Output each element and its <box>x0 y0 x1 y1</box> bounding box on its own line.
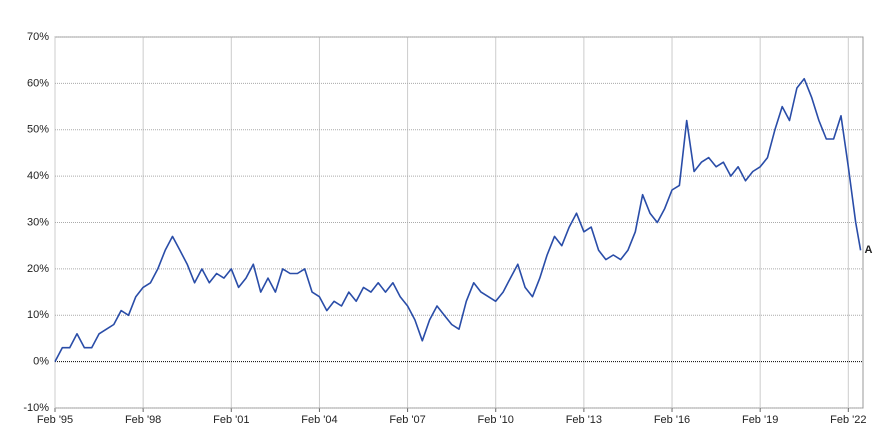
y-tick-label: 40% <box>27 170 49 182</box>
y-tick-label: 30% <box>27 216 49 228</box>
y-tick-label: 10% <box>27 309 49 321</box>
y-tick-label: 50% <box>27 124 49 136</box>
x-tick-label: Feb '04 <box>301 414 337 426</box>
x-tick-label: Feb '19 <box>742 414 778 426</box>
x-tick-label: Feb '98 <box>125 414 161 426</box>
x-tick-label: Feb '01 <box>213 414 249 426</box>
x-tick-label: Feb '16 <box>654 414 690 426</box>
line <box>54 77 862 362</box>
x-tick-label: Feb '07 <box>389 414 425 426</box>
y-tick-label: 0% <box>33 356 49 368</box>
x-tick-label: Feb '10 <box>478 414 514 426</box>
x-tick-label: Feb '13 <box>566 414 602 426</box>
y-tick-label: 20% <box>27 263 49 275</box>
y-tick-label: 60% <box>27 77 49 89</box>
x-tick-label: Feb '95 <box>37 414 73 426</box>
y-tick-label: -10% <box>23 402 49 414</box>
y-tick-label: 70% <box>27 31 49 43</box>
x-tick-label: Feb '22 <box>830 414 866 426</box>
series-label: A <box>865 244 873 256</box>
